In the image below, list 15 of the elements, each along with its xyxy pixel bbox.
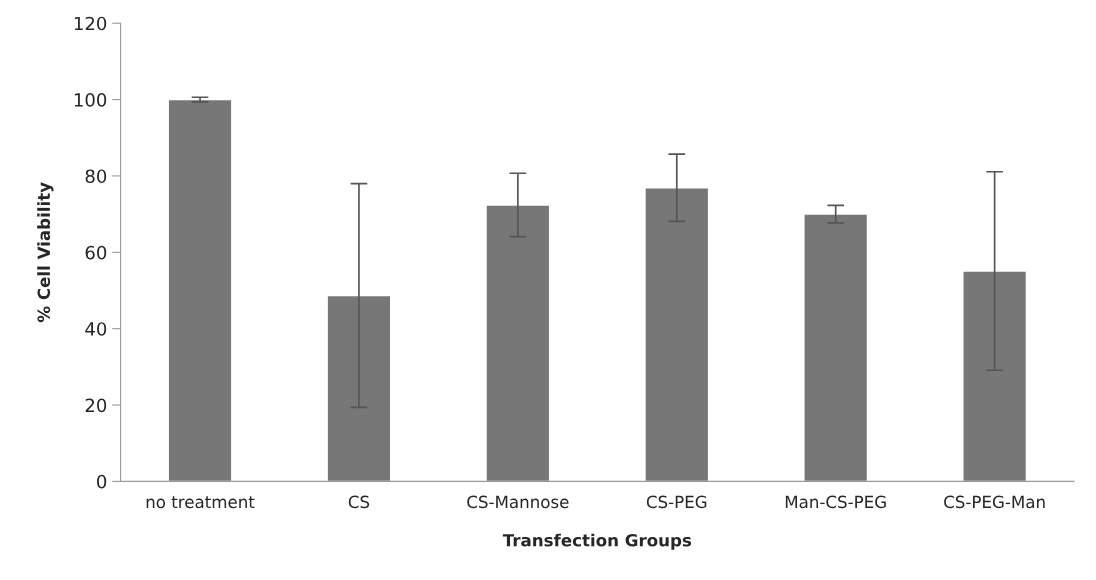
y-tick-label: 20 — [85, 398, 107, 413]
x-tick-label: no treatment — [146, 496, 255, 509]
y-axis-title: % Cell Viability — [37, 182, 54, 323]
x-tick-label: Man-CS-PEG — [785, 495, 886, 509]
y-tick-label: 60 — [85, 245, 107, 260]
y-tick-label: 120 — [74, 16, 107, 31]
x-tick-label: CS-PEG — [646, 495, 707, 509]
y-tick-label: 80 — [85, 169, 107, 184]
y-tick-label: 0 — [97, 474, 107, 489]
x-tick-label: CS-Mannose — [467, 495, 569, 509]
x-tick-label: CS-PEG-Man — [944, 495, 1045, 509]
x-tick-label: CS — [348, 495, 370, 509]
x-axis-title: Transfection Groups — [502, 533, 692, 550]
y-tick-label: 100 — [74, 93, 107, 107]
y-tick-label: 40 — [85, 322, 107, 336]
